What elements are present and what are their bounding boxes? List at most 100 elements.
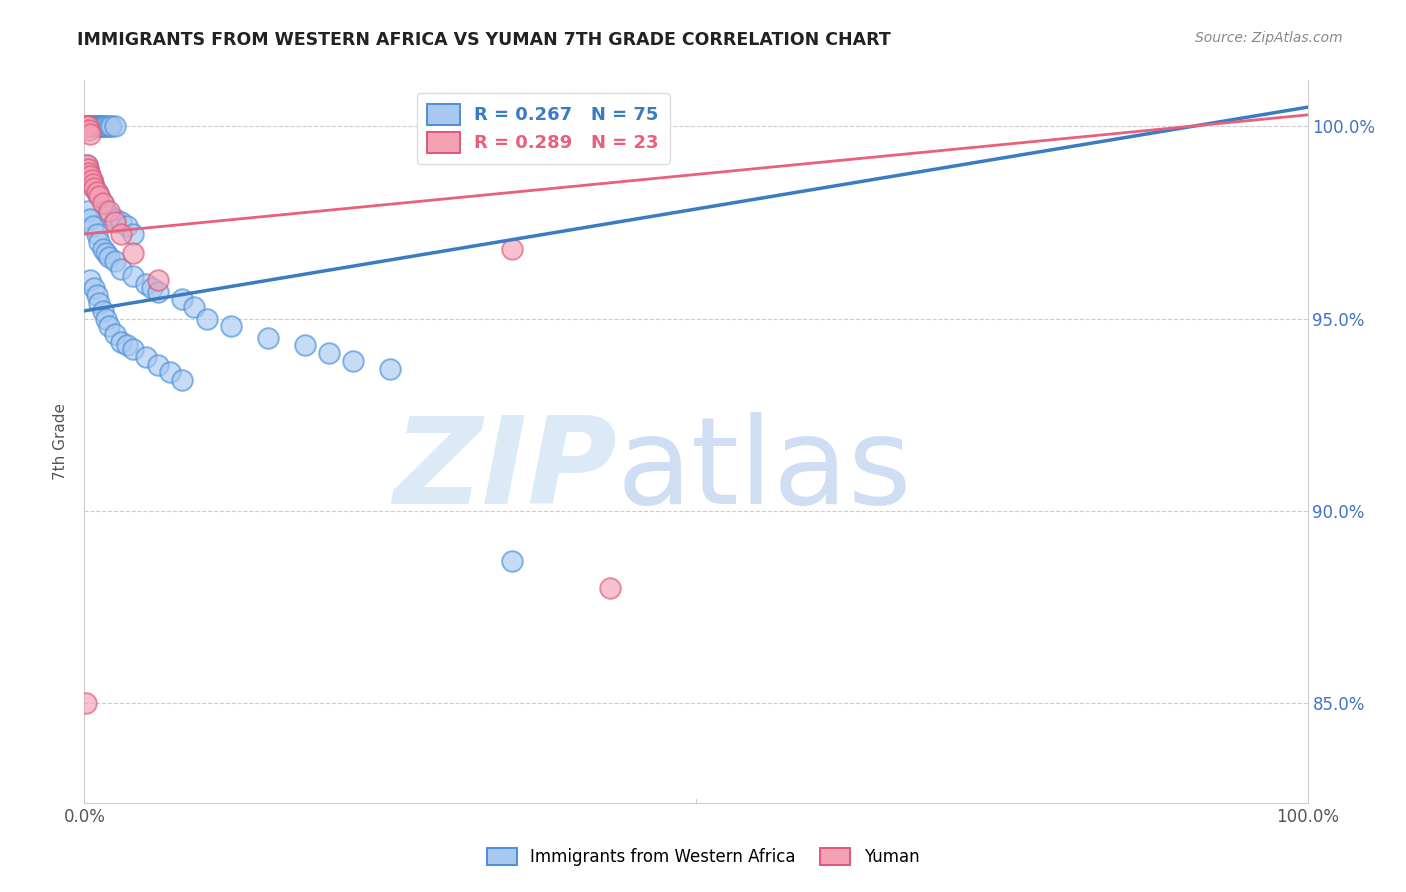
- Text: IMMIGRANTS FROM WESTERN AFRICA VS YUMAN 7TH GRADE CORRELATION CHART: IMMIGRANTS FROM WESTERN AFRICA VS YUMAN …: [77, 31, 891, 49]
- Point: [82, 177, 104, 191]
- Point: [91, 304, 114, 318]
- Point: [77, 120, 100, 134]
- Point: [96, 246, 118, 260]
- Text: atlas: atlas: [616, 412, 912, 529]
- Point: [75, 120, 97, 134]
- Point: [110, 215, 132, 229]
- Point: [135, 350, 157, 364]
- Point: [104, 254, 127, 268]
- Point: [87, 235, 110, 249]
- Point: [122, 246, 145, 260]
- Point: [82, 219, 104, 234]
- Point: [141, 281, 163, 295]
- Point: [76, 158, 98, 172]
- Point: [97, 208, 120, 222]
- Point: [86, 288, 108, 302]
- Point: [76, 120, 98, 134]
- Point: [79, 169, 101, 184]
- Point: [83, 281, 105, 295]
- Point: [110, 334, 132, 349]
- Point: [96, 120, 118, 134]
- Point: [104, 120, 127, 134]
- Point: [91, 196, 114, 211]
- Point: [86, 185, 108, 199]
- Point: [80, 120, 103, 134]
- Point: [219, 319, 242, 334]
- Point: [87, 120, 110, 134]
- Point: [77, 203, 100, 218]
- Point: [115, 338, 138, 352]
- Point: [122, 269, 145, 284]
- Point: [79, 127, 101, 141]
- Point: [122, 343, 145, 357]
- Point: [87, 120, 110, 134]
- Point: [77, 165, 100, 179]
- Point: [122, 227, 145, 241]
- Point: [97, 120, 120, 134]
- Point: [77, 120, 100, 134]
- Point: [195, 311, 218, 326]
- Point: [318, 346, 340, 360]
- Point: [91, 120, 114, 134]
- Point: [96, 311, 118, 326]
- Point: [86, 185, 108, 199]
- Point: [110, 261, 132, 276]
- Point: [257, 331, 280, 345]
- Point: [146, 273, 169, 287]
- Point: [77, 123, 100, 137]
- Point: [84, 120, 107, 134]
- Point: [97, 250, 120, 264]
- Point: [97, 319, 120, 334]
- Point: [146, 285, 169, 299]
- Point: [380, 361, 402, 376]
- Point: [110, 227, 132, 241]
- Point: [75, 120, 97, 134]
- Point: [135, 277, 157, 291]
- Point: [79, 169, 101, 184]
- Point: [599, 581, 621, 595]
- Point: [100, 120, 122, 134]
- Text: Source: ZipAtlas.com: Source: ZipAtlas.com: [1195, 31, 1343, 45]
- Text: ZIP: ZIP: [392, 412, 616, 529]
- Point: [89, 120, 111, 134]
- Point: [80, 173, 103, 187]
- Point: [90, 120, 112, 134]
- Point: [91, 243, 114, 257]
- Point: [82, 177, 104, 191]
- Point: [75, 696, 97, 710]
- Legend: R = 0.267   N = 75, R = 0.289   N = 23: R = 0.267 N = 75, R = 0.289 N = 23: [416, 93, 669, 163]
- Point: [502, 243, 524, 257]
- Point: [96, 203, 118, 218]
- Point: [77, 120, 100, 134]
- Point: [76, 158, 98, 172]
- Point: [79, 273, 101, 287]
- Point: [83, 120, 105, 134]
- Point: [87, 296, 110, 310]
- Point: [104, 326, 127, 341]
- Point: [83, 181, 105, 195]
- Point: [93, 120, 115, 134]
- Point: [97, 203, 120, 218]
- Point: [80, 173, 103, 187]
- Point: [79, 120, 101, 134]
- Point: [146, 358, 169, 372]
- Point: [83, 181, 105, 195]
- Point: [115, 219, 138, 234]
- Point: [159, 365, 181, 379]
- Point: [87, 188, 110, 202]
- Point: [172, 373, 194, 387]
- Y-axis label: 7th Grade: 7th Grade: [53, 403, 69, 480]
- Point: [502, 554, 524, 568]
- Point: [76, 120, 98, 134]
- Legend: Immigrants from Western Africa, Yuman: Immigrants from Western Africa, Yuman: [479, 841, 927, 873]
- Point: [86, 120, 108, 134]
- Point: [79, 211, 101, 226]
- Point: [77, 161, 100, 176]
- Point: [91, 196, 114, 211]
- Point: [77, 161, 100, 176]
- Point: [172, 293, 194, 307]
- Point: [77, 165, 100, 179]
- Point: [104, 215, 127, 229]
- Point: [183, 300, 205, 314]
- Point: [104, 211, 127, 226]
